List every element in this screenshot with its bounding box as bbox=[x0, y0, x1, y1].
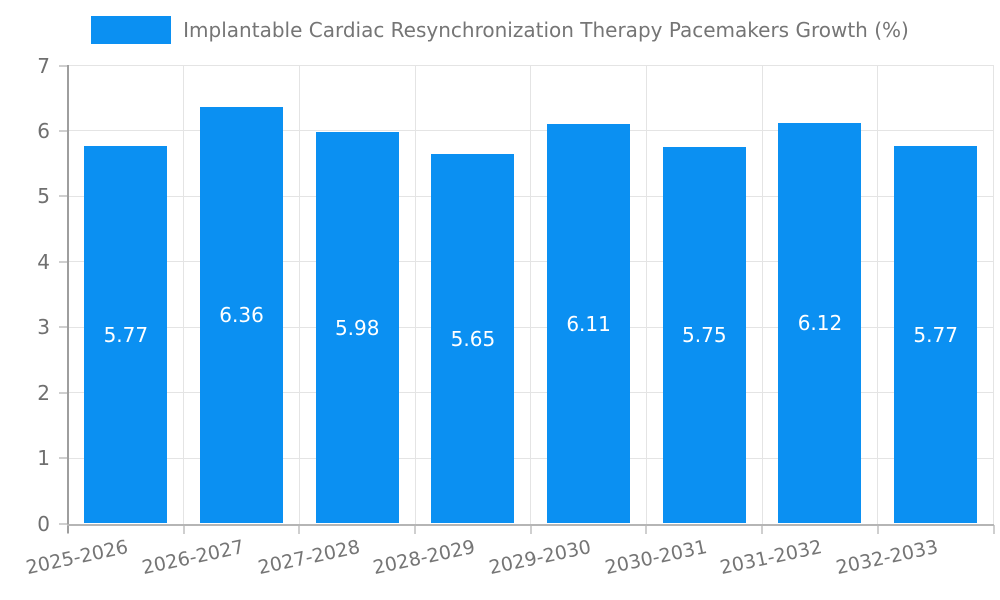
x-axis-line bbox=[67, 523, 994, 526]
bar-value-label: 5.65 bbox=[450, 326, 496, 351]
v-gridline bbox=[761, 65, 763, 524]
bar-value-label: 5.75 bbox=[682, 323, 727, 348]
y-axis-tick bbox=[59, 326, 68, 329]
x-axis-label: 2030-2031 bbox=[602, 536, 709, 580]
bar-value-label: 6.12 bbox=[797, 311, 843, 336]
x-axis-label: 2032-2033 bbox=[834, 536, 941, 580]
y-axis-tick bbox=[59, 195, 68, 198]
bar[interactable]: 6.12 bbox=[778, 123, 862, 524]
x-axis-label: 2031-2032 bbox=[718, 536, 825, 580]
legend-label: Implantable Cardiac Resynchronization Th… bbox=[183, 18, 909, 42]
bar-value-label: 5.77 bbox=[103, 322, 149, 347]
y-axis-tick bbox=[59, 64, 68, 67]
bar[interactable]: 5.65 bbox=[431, 153, 515, 524]
bar[interactable]: 6.36 bbox=[200, 107, 284, 524]
y-axis-tick bbox=[59, 522, 68, 525]
legend-swatch bbox=[91, 16, 172, 44]
bar[interactable]: 5.77 bbox=[84, 145, 168, 524]
y-axis-label: 3 bbox=[37, 315, 50, 340]
x-axis-tick bbox=[645, 525, 648, 534]
bar-value-label: 5.77 bbox=[913, 322, 958, 347]
y-axis-label: 5 bbox=[37, 184, 50, 209]
x-axis-tick bbox=[182, 525, 185, 534]
x-axis-tick bbox=[992, 525, 995, 534]
bar[interactable]: 5.75 bbox=[662, 147, 746, 524]
x-axis-tick bbox=[876, 525, 879, 534]
bar-value-label: 6.36 bbox=[219, 303, 264, 328]
y-axis-tick bbox=[59, 129, 68, 132]
v-gridline bbox=[414, 65, 416, 524]
x-axis-tick bbox=[529, 525, 532, 534]
x-axis-tick bbox=[298, 525, 301, 534]
bar-value-label: 6.11 bbox=[566, 311, 611, 336]
y-axis-label: 6 bbox=[37, 118, 50, 143]
y-axis-label: 7 bbox=[37, 53, 50, 78]
y-axis-label: 0 bbox=[37, 511, 50, 536]
x-axis-label: 2028-2029 bbox=[371, 536, 478, 580]
x-axis-label: 2025-2026 bbox=[24, 536, 131, 580]
legend-item[interactable]: Implantable Cardiac Resynchronization Th… bbox=[91, 16, 909, 44]
x-axis-label: 2026-2027 bbox=[140, 536, 246, 580]
x-axis-tick bbox=[761, 525, 764, 534]
v-gridline bbox=[298, 65, 300, 524]
x-axis-tick bbox=[414, 525, 417, 534]
y-axis-label: 4 bbox=[37, 249, 50, 274]
v-gridline bbox=[530, 65, 532, 524]
y-axis-label: 1 bbox=[37, 446, 50, 471]
legend: Implantable Cardiac Resynchronization Th… bbox=[0, 16, 1000, 44]
bar[interactable]: 5.77 bbox=[894, 145, 978, 524]
bar-value-label: 5.98 bbox=[334, 315, 380, 340]
y-axis-tick bbox=[59, 457, 68, 460]
bar[interactable]: 5.98 bbox=[315, 132, 399, 524]
x-axis-label: 2027-2028 bbox=[255, 536, 362, 580]
y-axis-label: 2 bbox=[37, 380, 50, 405]
v-gridline bbox=[645, 65, 647, 524]
v-gridline bbox=[877, 65, 879, 524]
v-gridline bbox=[183, 65, 185, 524]
y-axis-line bbox=[67, 65, 69, 533]
y-axis-tick bbox=[59, 391, 68, 394]
bar[interactable]: 6.11 bbox=[547, 123, 631, 524]
y-axis-tick bbox=[59, 260, 68, 263]
v-gridline bbox=[993, 65, 994, 524]
x-axis-label: 2029-2030 bbox=[487, 536, 593, 580]
